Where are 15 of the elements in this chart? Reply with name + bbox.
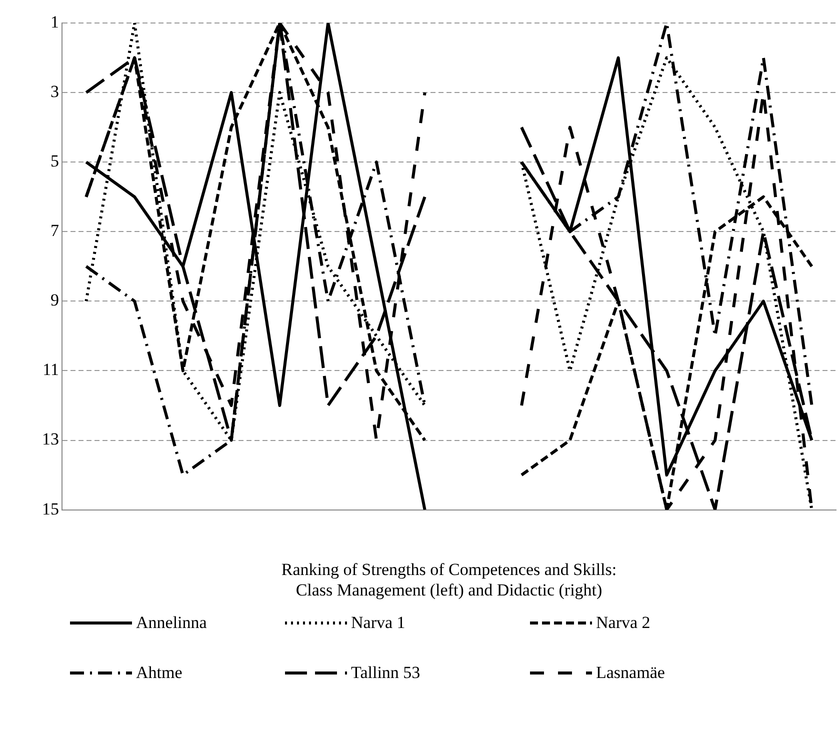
y-tick-label: 7 (50, 221, 60, 240)
legend-label: Lasnamäe (596, 663, 665, 683)
y-tick-label: 15 (42, 499, 59, 518)
x-axis-title: Ranking of Strengths of Competences and Skills: Class Management (left) and Didactic (right) (281, 560, 617, 600)
y-tick-label: 13 (42, 430, 59, 449)
legend-label: Narva 1 (351, 613, 406, 633)
y-tick-label: 9 (50, 290, 59, 310)
legend-label: Ahtme (136, 663, 182, 683)
legend-label: Tallinn 53 (351, 663, 420, 683)
y-tick-label: 3 (50, 82, 59, 102)
y-tick-label: 1 (50, 12, 59, 32)
y-tick-label: 11 (42, 360, 59, 380)
legend-label: Annelinna (136, 613, 207, 633)
y-tick-label: 5 (50, 152, 59, 171)
legend-label: Narva 2 (596, 613, 650, 633)
